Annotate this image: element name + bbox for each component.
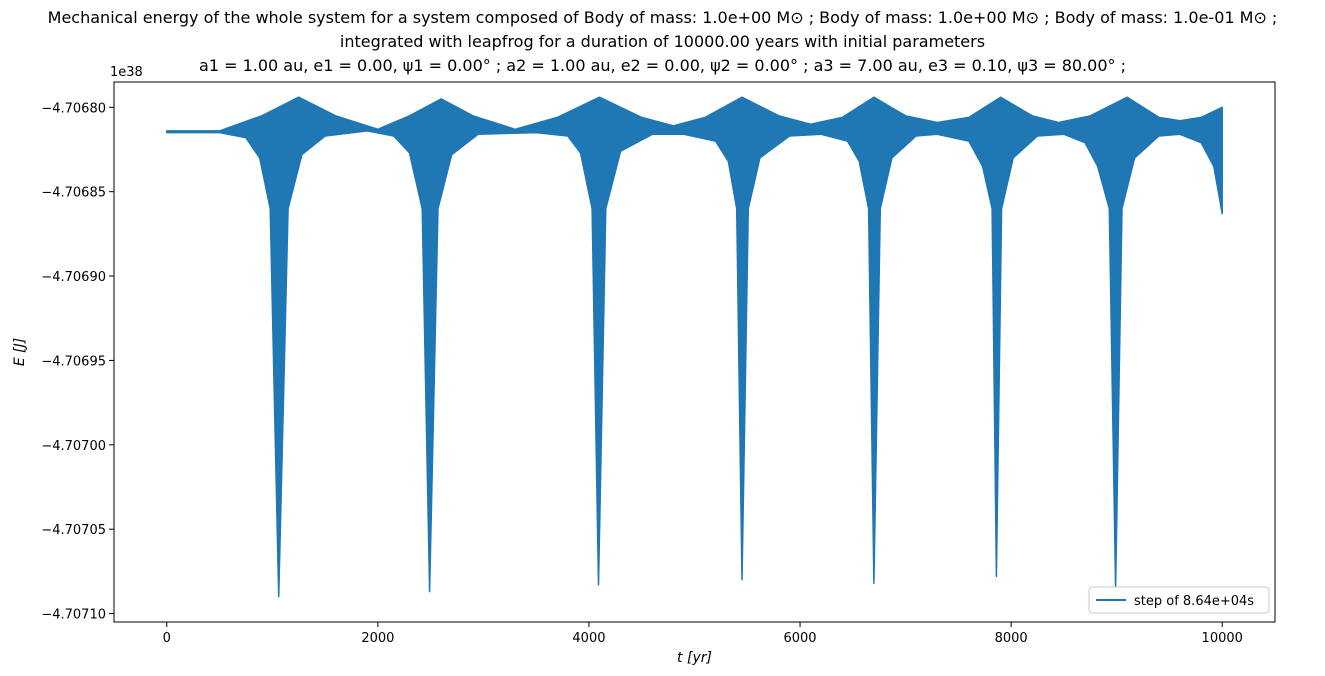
y-tick-label: −4.70700 [41, 439, 106, 454]
legend-label: step of 8.64e+04s [1134, 594, 1254, 609]
y-offset-text: 1e38 [110, 65, 143, 80]
chart-title-line-3: a1 = 1.00 au, e1 = 0.00, ψ1 = 0.00° ; a2… [199, 56, 1126, 75]
y-tick-label: −4.70705 [41, 523, 106, 538]
chart-title-line-2: integrated with leapfrog for a duration … [339, 32, 986, 51]
y-tick-label: −4.70685 [41, 186, 106, 201]
x-tick-label: 6000 [783, 631, 816, 646]
chart-title-line-1: Mechanical energy of the whole system fo… [47, 8, 1278, 27]
x-tick-label: 10000 [1202, 631, 1243, 646]
legend-box [1088, 586, 1270, 614]
x-axis: 0 2000 4000 6000 8000 10000 [163, 622, 1243, 646]
legend: step of 8.64e+04s [1088, 586, 1270, 614]
series-energy [166, 96, 1223, 598]
y-tick-label: −4.70710 [41, 608, 106, 623]
x-tick-label: 0 [163, 631, 171, 646]
y-axis: −4.70680 −4.70685 −4.70690 −4.70695 −4.70700… [41, 101, 114, 623]
x-tick-label: 8000 [995, 631, 1028, 646]
x-axis-label: t [yr] [677, 650, 712, 666]
y-tick-label: −4.70695 [41, 354, 106, 369]
plot-layer [166, 96, 1223, 598]
y-tick-label: −4.70680 [41, 101, 106, 116]
y-axis-label: E [J] [12, 338, 28, 366]
y-tick-label: −4.70690 [41, 270, 106, 285]
x-tick-label: 4000 [572, 631, 605, 646]
axes-frame [113, 81, 1276, 623]
x-tick-label: 2000 [361, 631, 394, 646]
